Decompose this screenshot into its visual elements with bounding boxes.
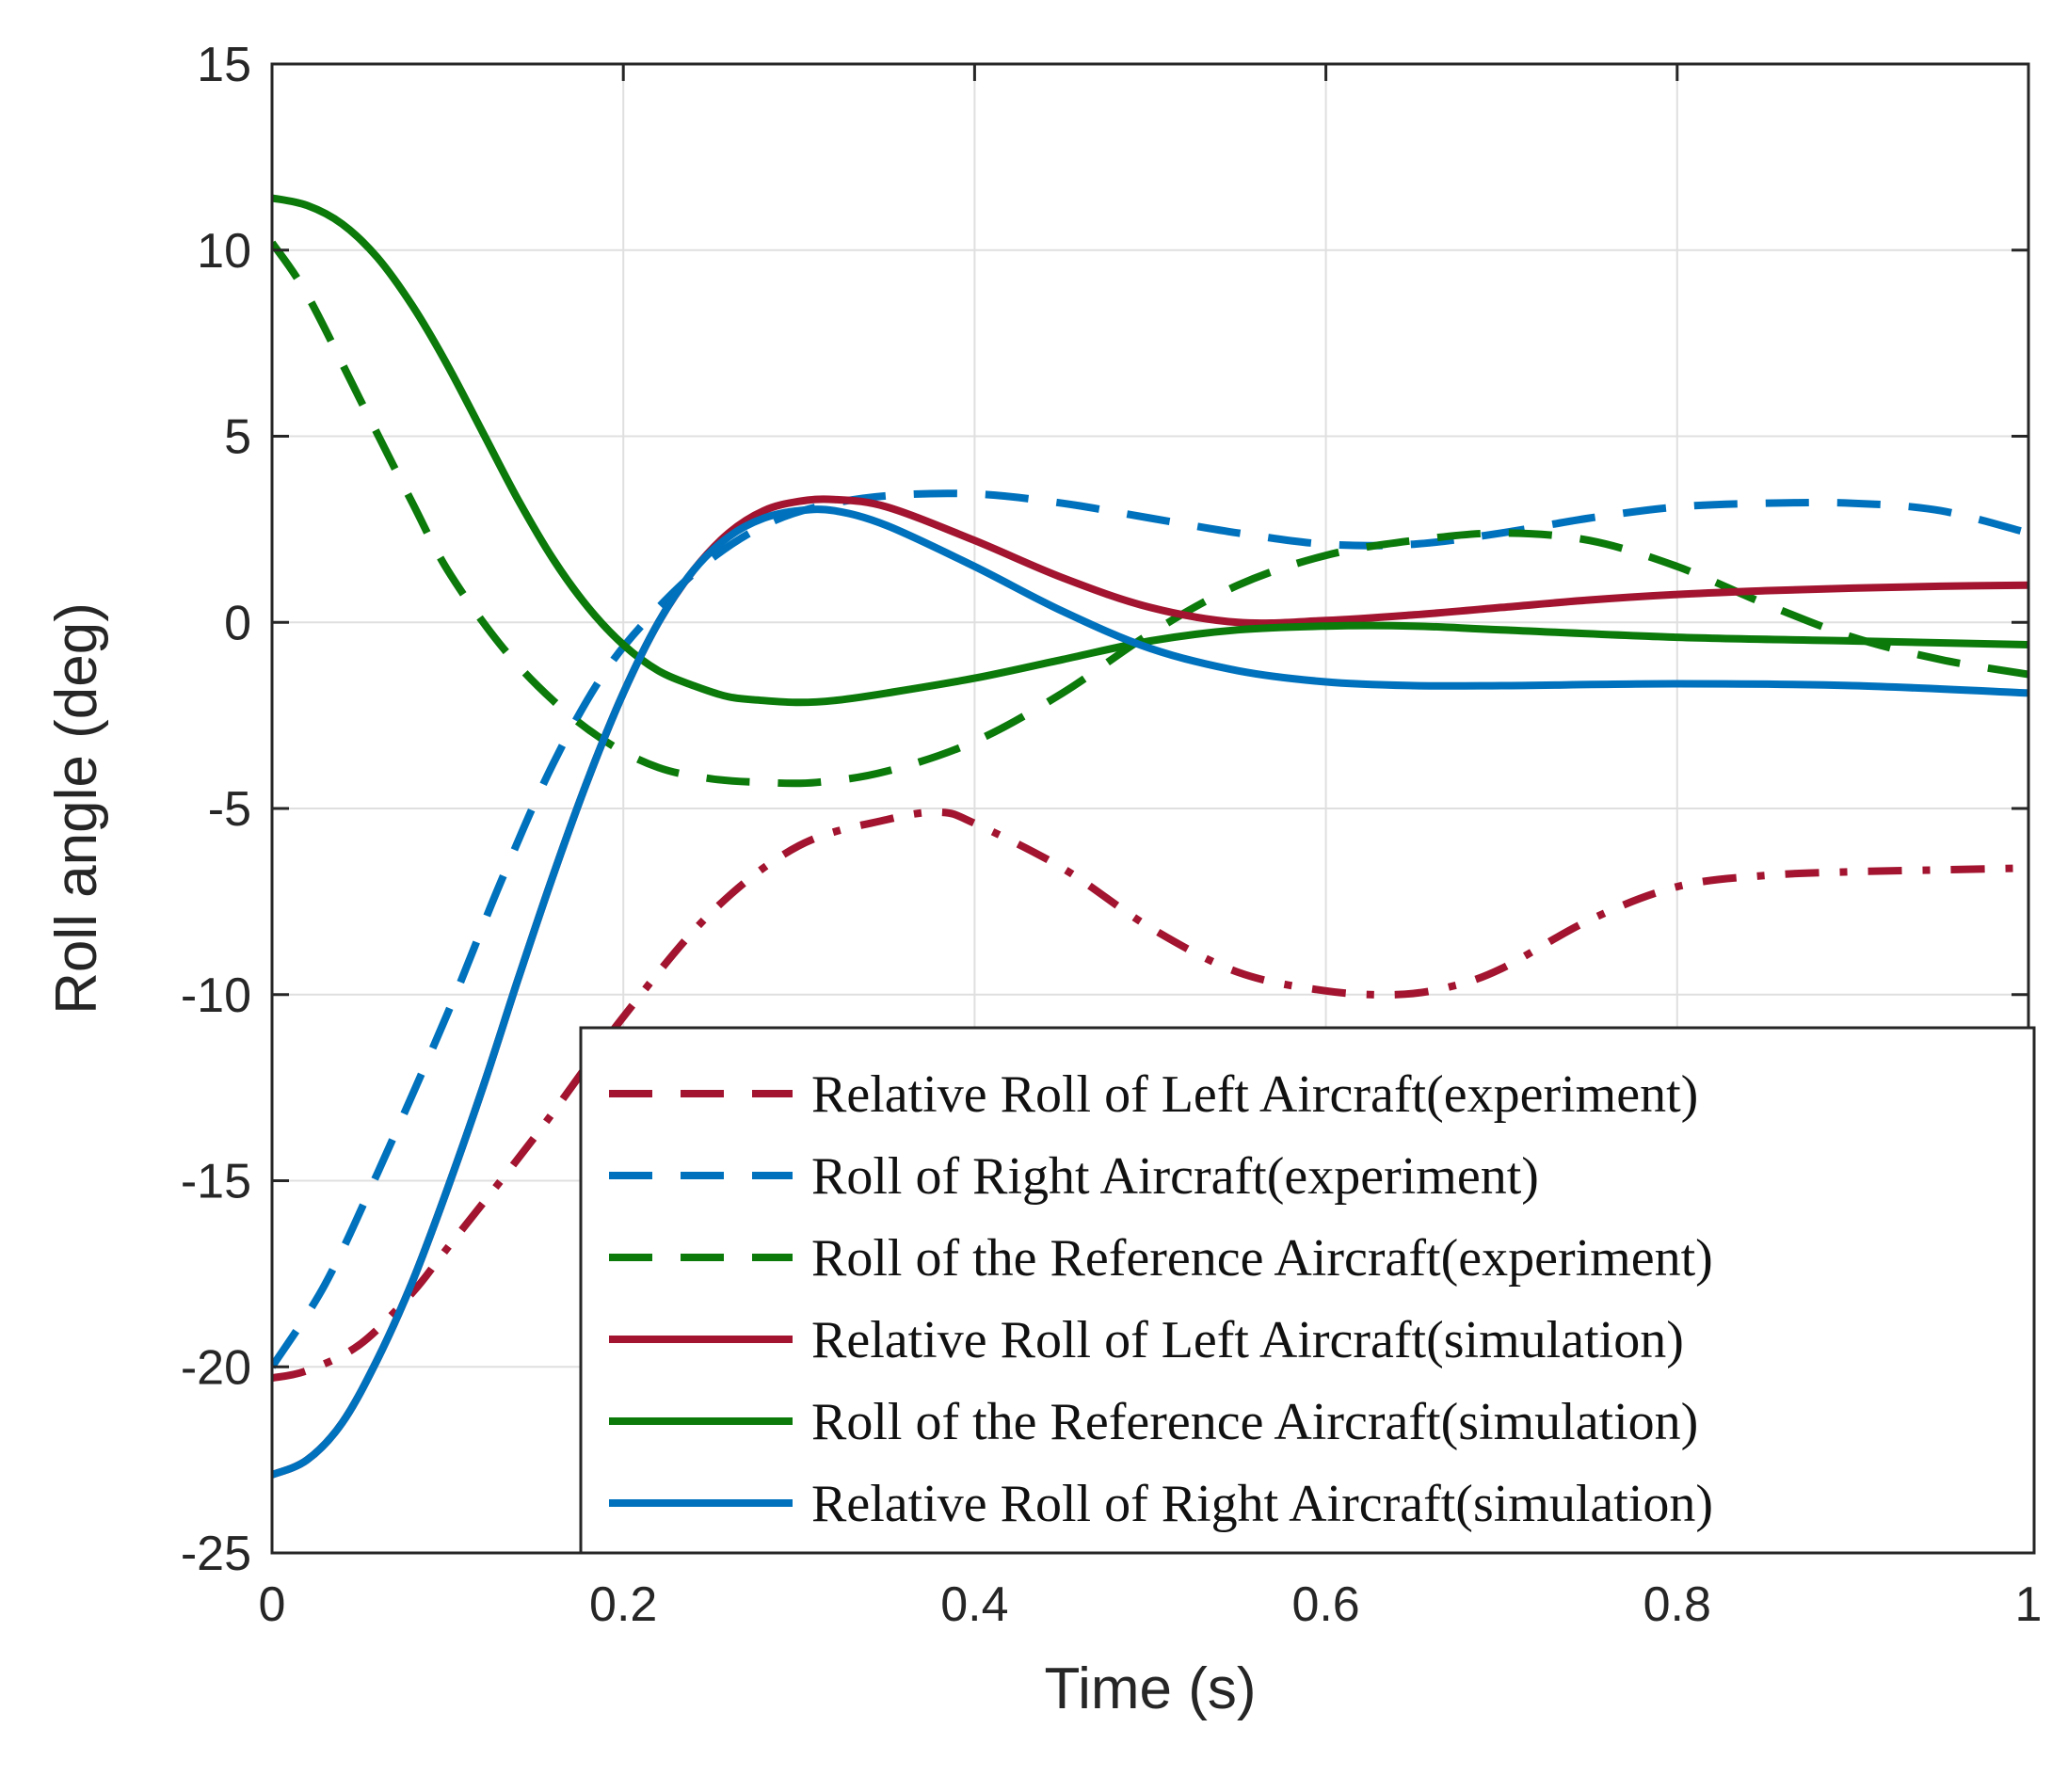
x-tick-label: 0.2 [589, 1577, 657, 1632]
series-line-5 [272, 194, 2028, 707]
y-tick-label: 5 [224, 410, 251, 465]
legend-box [579, 1026, 2036, 1555]
x-tick-label: 0.6 [1291, 1577, 1359, 1632]
x-axis-title: Time (s) [1045, 1656, 1257, 1721]
x-tick-label: 1 [2015, 1577, 2043, 1632]
legend-label-4: Relative Roll of Left Aircraft(simulatio… [811, 1311, 1684, 1369]
x-tick-label: 0 [259, 1577, 286, 1632]
x-tick-label: 0.8 [1643, 1577, 1711, 1632]
y-tick-label: 10 [197, 224, 251, 279]
legend: Relative Roll of Left Aircraft(experimen… [579, 1026, 2036, 1555]
legend-label-3: Roll of the Reference Aircraft(experimen… [811, 1229, 1713, 1288]
series-line-2 [272, 489, 2028, 1369]
y-tick-label: -20 [181, 1340, 251, 1395]
series-line-3 [272, 240, 2028, 788]
y-axis-title: Roll angle (deg) [44, 602, 109, 1015]
legend-label-5: Roll of the Reference Aircraft(simulatio… [811, 1393, 1698, 1451]
series-lines [272, 194, 2028, 1479]
y-tick-label: -25 [181, 1527, 251, 1581]
legend-label-1: Relative Roll of Left Aircraft(experimen… [811, 1065, 1698, 1124]
y-tick-label: -10 [181, 968, 251, 1023]
series-line-6 [272, 505, 2028, 1479]
y-tick-label: -5 [208, 782, 251, 837]
y-tick-label: 0 [224, 596, 251, 650]
x-tick-label: 0.4 [940, 1577, 1008, 1632]
legend-label-6: Relative Roll of Right Aircraft(simulati… [811, 1475, 1713, 1533]
tick-labels: 0 0.2 0.4 0.6 0.8 1 -25 -20 -15 -10 -5 0 5 10 15 [181, 38, 2043, 1632]
series-line-1 [272, 808, 2028, 1383]
y-tick-label: -15 [181, 1155, 251, 1209]
legend-label-2: Roll of Right Aircraft(experiment) [811, 1147, 1539, 1206]
y-tick-label: 15 [197, 38, 251, 92]
